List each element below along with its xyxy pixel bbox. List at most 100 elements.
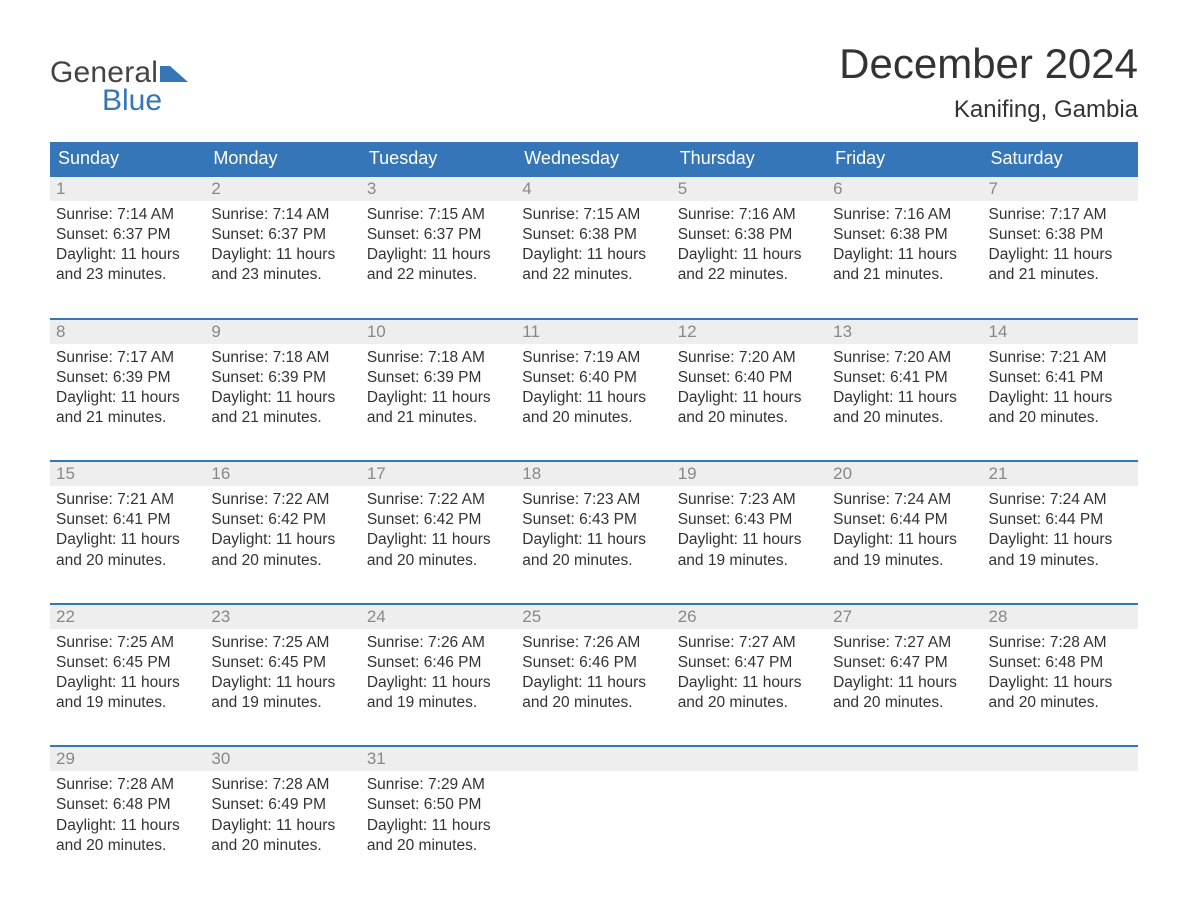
day-number bbox=[827, 747, 982, 771]
sunset-text: Sunset: 6:50 PM bbox=[367, 795, 510, 815]
weekday-header: Wednesday bbox=[516, 142, 671, 175]
day-cell: Sunrise: 7:15 AMSunset: 6:37 PMDaylight:… bbox=[361, 201, 516, 290]
day-cell bbox=[827, 771, 982, 860]
daylight-text: Daylight: 11 hours bbox=[989, 388, 1132, 408]
daylight-text: and 20 minutes. bbox=[56, 836, 199, 856]
day-cell: Sunrise: 7:28 AMSunset: 6:48 PMDaylight:… bbox=[983, 629, 1138, 718]
daylight-text: Daylight: 11 hours bbox=[678, 245, 821, 265]
calendar-week: 1234567Sunrise: 7:14 AMSunset: 6:37 PMDa… bbox=[50, 175, 1138, 290]
sunrise-text: Sunrise: 7:25 AM bbox=[56, 633, 199, 653]
sunrise-text: Sunrise: 7:16 AM bbox=[678, 205, 821, 225]
sunset-text: Sunset: 6:44 PM bbox=[833, 510, 976, 530]
daylight-text: Daylight: 11 hours bbox=[367, 245, 510, 265]
daylight-text: and 20 minutes. bbox=[367, 836, 510, 856]
day-cell: Sunrise: 7:20 AMSunset: 6:41 PMDaylight:… bbox=[827, 344, 982, 433]
sunrise-text: Sunrise: 7:18 AM bbox=[367, 348, 510, 368]
day-cell: Sunrise: 7:16 AMSunset: 6:38 PMDaylight:… bbox=[827, 201, 982, 290]
header-right: December 2024 Kanifing, Gambia bbox=[839, 40, 1138, 124]
day-number: 7 bbox=[983, 177, 1138, 201]
day-cell: Sunrise: 7:22 AMSunset: 6:42 PMDaylight:… bbox=[361, 486, 516, 575]
logo: General Blue bbox=[50, 40, 188, 118]
daylight-text: Daylight: 11 hours bbox=[833, 388, 976, 408]
sunrise-text: Sunrise: 7:21 AM bbox=[56, 490, 199, 510]
sunset-text: Sunset: 6:38 PM bbox=[522, 225, 665, 245]
daylight-text: Daylight: 11 hours bbox=[833, 245, 976, 265]
daylight-text: Daylight: 11 hours bbox=[211, 816, 354, 836]
day-number-row: 1234567 bbox=[50, 177, 1138, 201]
daylight-text: and 20 minutes. bbox=[678, 408, 821, 428]
weekday-header: Tuesday bbox=[361, 142, 516, 175]
day-number: 4 bbox=[516, 177, 671, 201]
day-number: 24 bbox=[361, 605, 516, 629]
day-cell: Sunrise: 7:18 AMSunset: 6:39 PMDaylight:… bbox=[361, 344, 516, 433]
weekday-header: Sunday bbox=[50, 142, 205, 175]
sunrise-text: Sunrise: 7:15 AM bbox=[522, 205, 665, 225]
day-number: 3 bbox=[361, 177, 516, 201]
calendar-grid: Sunday Monday Tuesday Wednesday Thursday… bbox=[50, 142, 1138, 860]
sunset-text: Sunset: 6:42 PM bbox=[211, 510, 354, 530]
daylight-text: Daylight: 11 hours bbox=[678, 388, 821, 408]
day-cell: Sunrise: 7:14 AMSunset: 6:37 PMDaylight:… bbox=[50, 201, 205, 290]
sunrise-text: Sunrise: 7:16 AM bbox=[833, 205, 976, 225]
day-number: 1 bbox=[50, 177, 205, 201]
weekday-header: Thursday bbox=[672, 142, 827, 175]
sunset-text: Sunset: 6:45 PM bbox=[211, 653, 354, 673]
sunset-text: Sunset: 6:49 PM bbox=[211, 795, 354, 815]
daylight-text: Daylight: 11 hours bbox=[989, 530, 1132, 550]
daylight-text: and 19 minutes. bbox=[989, 551, 1132, 571]
weekday-header: Saturday bbox=[983, 142, 1138, 175]
day-number: 20 bbox=[827, 462, 982, 486]
sunset-text: Sunset: 6:41 PM bbox=[56, 510, 199, 530]
day-number-row: 22232425262728 bbox=[50, 605, 1138, 629]
daylight-text: and 20 minutes. bbox=[522, 408, 665, 428]
day-cell: Sunrise: 7:17 AMSunset: 6:39 PMDaylight:… bbox=[50, 344, 205, 433]
day-cell: Sunrise: 7:25 AMSunset: 6:45 PMDaylight:… bbox=[50, 629, 205, 718]
day-cell: Sunrise: 7:17 AMSunset: 6:38 PMDaylight:… bbox=[983, 201, 1138, 290]
day-cell: Sunrise: 7:25 AMSunset: 6:45 PMDaylight:… bbox=[205, 629, 360, 718]
day-number bbox=[983, 747, 1138, 771]
day-number: 10 bbox=[361, 320, 516, 344]
sunrise-text: Sunrise: 7:22 AM bbox=[211, 490, 354, 510]
daylight-text: and 20 minutes. bbox=[211, 836, 354, 856]
daylight-text: Daylight: 11 hours bbox=[522, 530, 665, 550]
sunrise-text: Sunrise: 7:26 AM bbox=[367, 633, 510, 653]
sunset-text: Sunset: 6:44 PM bbox=[989, 510, 1132, 530]
logo-text-blue: Blue bbox=[102, 84, 162, 118]
sunrise-text: Sunrise: 7:28 AM bbox=[56, 775, 199, 795]
daylight-text: Daylight: 11 hours bbox=[211, 388, 354, 408]
sunrise-text: Sunrise: 7:24 AM bbox=[989, 490, 1132, 510]
day-cell: Sunrise: 7:28 AMSunset: 6:48 PMDaylight:… bbox=[50, 771, 205, 860]
sunrise-text: Sunrise: 7:25 AM bbox=[211, 633, 354, 653]
day-cell bbox=[672, 771, 827, 860]
day-number: 15 bbox=[50, 462, 205, 486]
day-cell bbox=[516, 771, 671, 860]
daylight-text: and 20 minutes. bbox=[367, 551, 510, 571]
sunset-text: Sunset: 6:39 PM bbox=[56, 368, 199, 388]
daylight-text: and 21 minutes. bbox=[56, 408, 199, 428]
calendar-week: 22232425262728Sunrise: 7:25 AMSunset: 6:… bbox=[50, 603, 1138, 718]
sunrise-text: Sunrise: 7:21 AM bbox=[989, 348, 1132, 368]
day-number: 8 bbox=[50, 320, 205, 344]
day-number: 18 bbox=[516, 462, 671, 486]
day-content-row: Sunrise: 7:14 AMSunset: 6:37 PMDaylight:… bbox=[50, 201, 1138, 290]
sunrise-text: Sunrise: 7:23 AM bbox=[678, 490, 821, 510]
day-number: 17 bbox=[361, 462, 516, 486]
sunset-text: Sunset: 6:48 PM bbox=[989, 653, 1132, 673]
sunrise-text: Sunrise: 7:18 AM bbox=[211, 348, 354, 368]
daylight-text: and 19 minutes. bbox=[678, 551, 821, 571]
daylight-text: and 20 minutes. bbox=[211, 551, 354, 571]
day-number: 12 bbox=[672, 320, 827, 344]
sunrise-text: Sunrise: 7:15 AM bbox=[367, 205, 510, 225]
day-number: 21 bbox=[983, 462, 1138, 486]
daylight-text: and 22 minutes. bbox=[678, 265, 821, 285]
daylight-text: and 20 minutes. bbox=[989, 693, 1132, 713]
day-cell: Sunrise: 7:14 AMSunset: 6:37 PMDaylight:… bbox=[205, 201, 360, 290]
daylight-text: Daylight: 11 hours bbox=[56, 245, 199, 265]
sunset-text: Sunset: 6:43 PM bbox=[522, 510, 665, 530]
day-cell: Sunrise: 7:23 AMSunset: 6:43 PMDaylight:… bbox=[672, 486, 827, 575]
day-cell: Sunrise: 7:18 AMSunset: 6:39 PMDaylight:… bbox=[205, 344, 360, 433]
daylight-text: Daylight: 11 hours bbox=[678, 530, 821, 550]
sunrise-text: Sunrise: 7:28 AM bbox=[989, 633, 1132, 653]
daylight-text: and 19 minutes. bbox=[367, 693, 510, 713]
page-header: General Blue December 2024 Kanifing, Gam… bbox=[50, 40, 1138, 124]
